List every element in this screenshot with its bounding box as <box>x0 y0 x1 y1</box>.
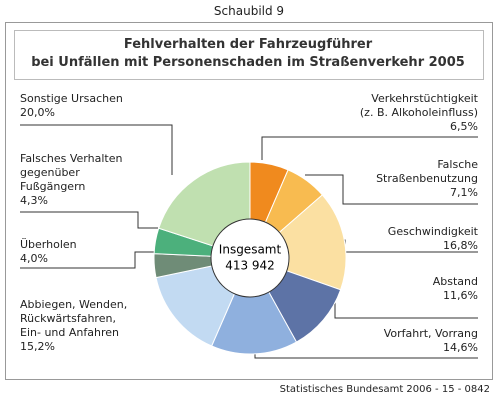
value-label: 4,0% <box>20 252 48 265</box>
category-label: Verkehrstüchtigkeit (z. B. Alkoholeinflu… <box>359 92 478 119</box>
value-label: 15,2% <box>20 340 55 353</box>
value-label: 16,8% <box>443 239 478 252</box>
category-label: Abbiegen, Wenden, Rückwärtsfahren, Ein- … <box>20 298 128 339</box>
category-label: Überholen <box>20 238 77 251</box>
leader-line <box>20 251 157 269</box>
leader-line <box>20 124 173 175</box>
center-label: Insgesamt <box>219 243 282 257</box>
value-label: 11,6% <box>443 289 478 302</box>
leader-lines <box>20 124 478 359</box>
category-label: Sonstige Ursachen <box>20 92 123 105</box>
value-label: 7,1% <box>450 186 478 199</box>
value-label: 6,5% <box>450 120 478 133</box>
value-label: 14,6% <box>443 341 478 354</box>
leader-line <box>261 136 478 160</box>
donut-segment <box>210 256 298 355</box>
header: Schaubild 9 <box>213 4 285 18</box>
leader-line <box>305 174 478 205</box>
center-value: 413 942 <box>225 259 275 273</box>
leader-line <box>20 211 158 229</box>
category-label: Falsche Straßenbenutzung <box>376 158 478 185</box>
value-label: 20,0% <box>20 106 55 119</box>
center-hole <box>210 218 290 298</box>
chart-title: Fehlverhalten der Fahrzeugführer bei Unf… <box>31 37 465 70</box>
title-box <box>14 30 484 80</box>
category-label: Vorfahrt, Vorrang <box>383 327 478 340</box>
source: Statistisches Bundesamt 2006 - 15 - 0842 <box>279 384 490 395</box>
category-label: Geschwindigkeit <box>387 225 478 238</box>
value-label: 4,3% <box>20 194 48 207</box>
category-label: Falsches Verhalten gegenüber Fußgängern <box>20 152 123 193</box>
leader-line <box>334 300 478 319</box>
category-label: Abstand <box>432 275 478 288</box>
